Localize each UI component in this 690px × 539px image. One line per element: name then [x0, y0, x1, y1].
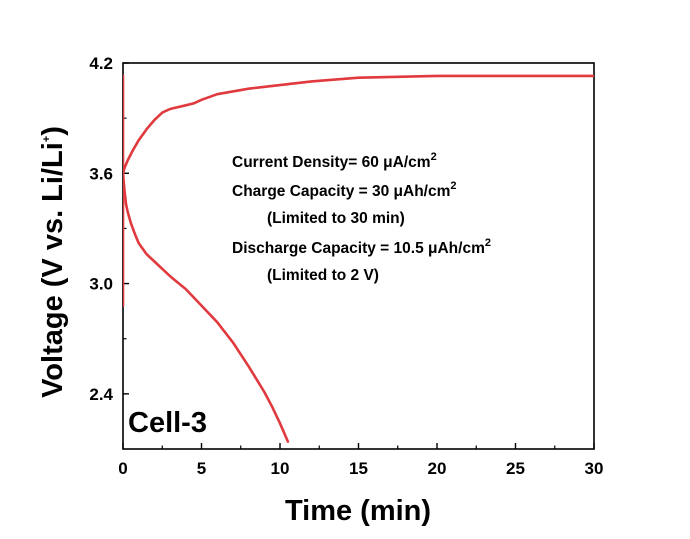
x-axis-ticks: 0 5 10 15 20 25 30 — [118, 443, 603, 478]
x-tick-label: 15 — [349, 459, 368, 478]
charge-curve — [123, 74, 594, 175]
annotation-text: Charge Capacity = 30 μAh/cm — [232, 183, 450, 200]
annotation-text: Discharge Capacity = 10.5 μAh/cm — [232, 240, 485, 257]
x-tick-label: 30 — [585, 459, 604, 478]
y-axis-title-main: Voltage (V vs. Li/Li — [37, 142, 69, 398]
y-tick-label: 3.6 — [89, 164, 113, 183]
x-tick-label: 25 — [506, 459, 525, 478]
annotation-line: Discharge Capacity = 10.5 μAh/cm2 — [232, 237, 491, 257]
annotation-text: (Limited to 30 min) — [267, 210, 405, 227]
x-tick-label: 20 — [428, 459, 447, 478]
y-tick-label: 4.2 — [89, 54, 113, 73]
y-axis-title-superscript: + — [41, 136, 53, 142]
x-tick-label: 10 — [271, 459, 290, 478]
data-series — [123, 74, 594, 443]
annotation-superscript: 2 — [431, 151, 437, 163]
annotation-superscript: 2 — [485, 237, 491, 249]
y-axis-ticks: 2.4 3.0 3.6 4.2 — [89, 54, 129, 404]
annotation-line: (Limited to 30 min) — [267, 210, 405, 227]
annotation-line: Charge Capacity = 30 μAh/cm2 — [232, 180, 457, 200]
y-axis-title-end: ) — [37, 126, 69, 136]
y-axis-title: Voltage (V vs. Li/Li+) — [37, 126, 69, 398]
discharge-curve — [123, 172, 290, 443]
annotation-text: (Limited to 2 V) — [267, 267, 379, 284]
panel-label: Cell-3 — [128, 407, 207, 439]
x-tick-label: 5 — [197, 459, 206, 478]
x-tick-label: 0 — [118, 459, 127, 478]
annotation-line: (Limited to 2 V) — [267, 267, 379, 284]
annotation-line: Current Density= 60 μA/cm2 — [232, 151, 437, 171]
annotation-text: Current Density= 60 μA/cm — [232, 154, 431, 171]
annotation-superscript: 2 — [450, 180, 456, 192]
y-tick-label: 2.4 — [89, 385, 113, 404]
x-axis-title: Time (min) — [285, 495, 431, 527]
y-tick-label: 3.0 — [89, 275, 113, 294]
